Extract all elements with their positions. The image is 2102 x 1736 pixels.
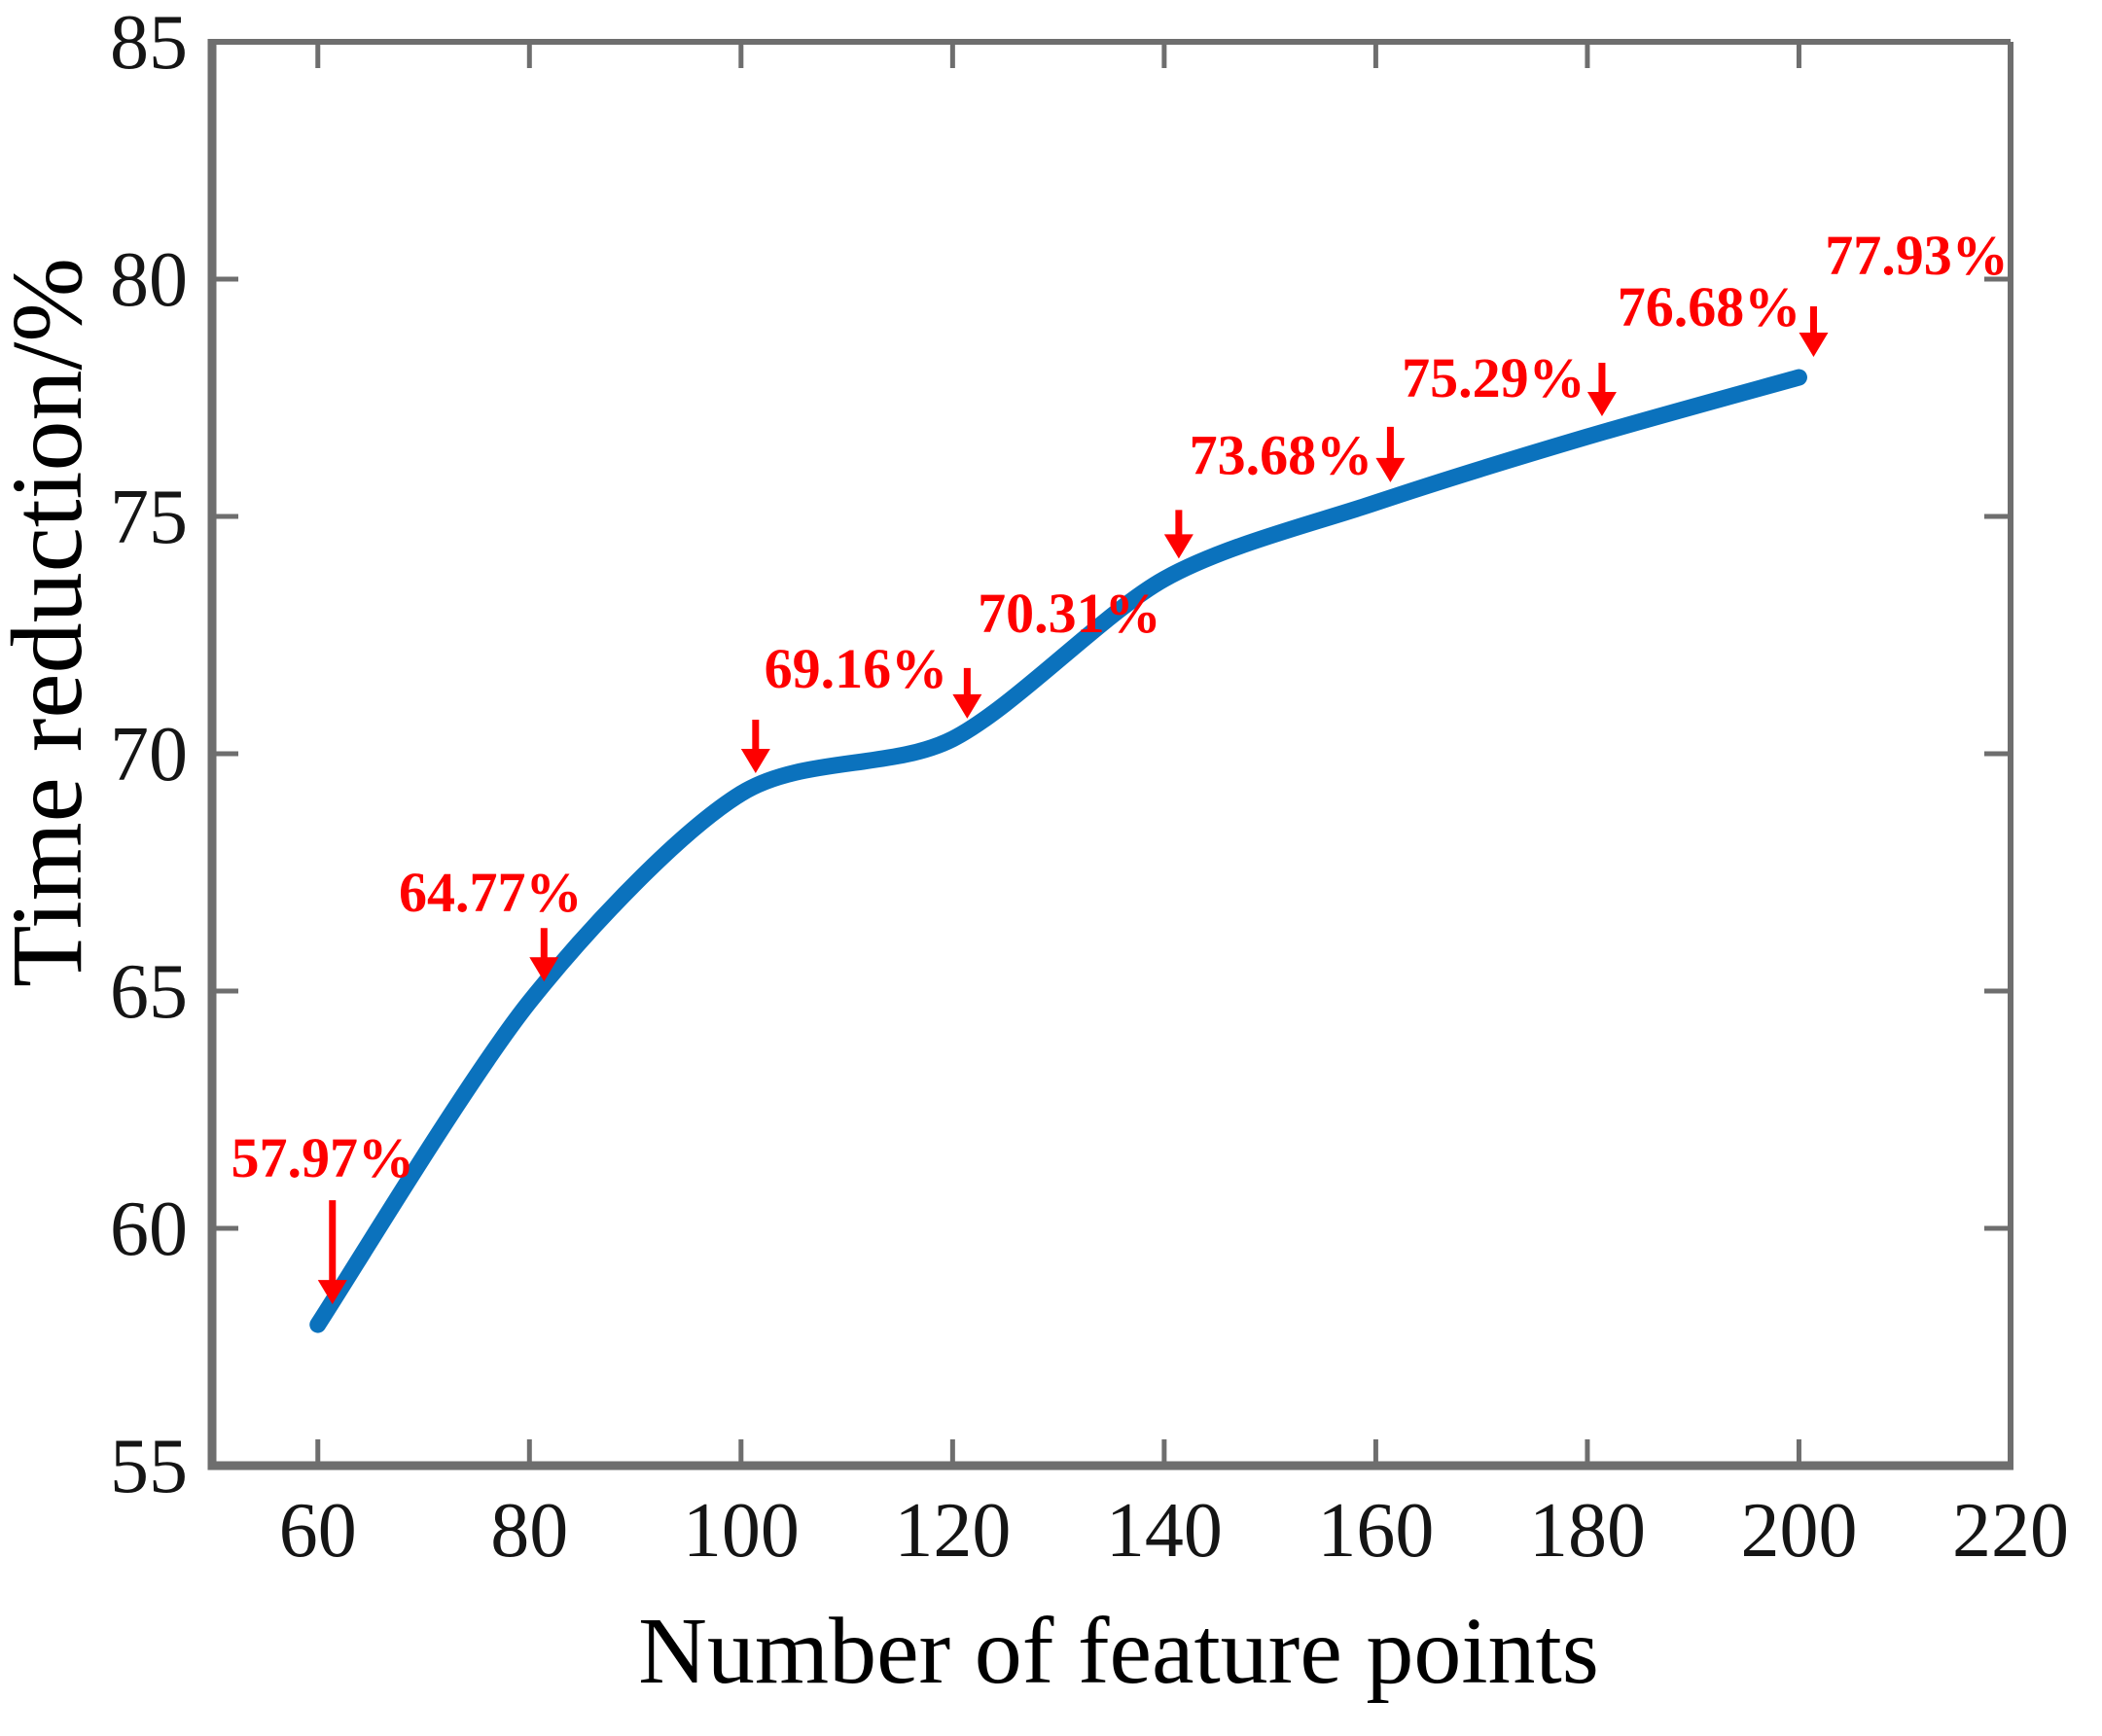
annotation-value-label: 64.77%	[399, 861, 583, 924]
down-arrow-head-icon	[1586, 392, 1617, 417]
x-tick-label: 200	[1740, 1488, 1857, 1574]
y-tick-label: 55	[110, 1424, 188, 1509]
y-axis-label: Time reduction/%	[0, 258, 103, 987]
x-axis-label: Number of feature points	[638, 1599, 1599, 1704]
y-tick-label: 85	[110, 0, 188, 86]
axis-ticks	[212, 39, 2013, 1469]
x-tick-label: 140	[1106, 1488, 1223, 1574]
annotation-value-label: 69.16%	[765, 637, 948, 700]
x-tick-label: 160	[1317, 1488, 1434, 1574]
plot-spines	[207, 39, 2013, 1470]
down-arrow-head-icon	[1375, 457, 1406, 482]
annotation: 77.93%	[1799, 224, 2009, 358]
annotation-value-label: 77.93%	[1825, 224, 2009, 287]
down-arrow-head-icon	[529, 957, 559, 982]
down-arrow-head-icon	[317, 1280, 347, 1305]
x-tick-label: 220	[1952, 1488, 2069, 1574]
x-tick-label: 100	[683, 1488, 800, 1574]
time-reduction-line	[309, 369, 1807, 1333]
y-tick-label: 80	[110, 237, 188, 323]
annotation: 57.97%	[232, 1126, 415, 1305]
y-tick-label: 60	[110, 1187, 188, 1272]
y-tick-label: 65	[110, 949, 188, 1035]
annotation: 69.16%	[740, 637, 948, 773]
point-annotations: 57.97% 64.77% 69.16% 70.31% 73.68% 75.29% 76.6…	[232, 224, 2009, 1305]
down-arrow-head-icon	[1799, 333, 1829, 358]
annotation-value-label: 73.68%	[1190, 423, 1373, 486]
annotation-value-label: 76.68%	[1618, 275, 1801, 338]
annotation: 75.29%	[1375, 346, 1585, 482]
x-tick-label: 80	[490, 1488, 568, 1574]
annotation-value-label: 57.97%	[232, 1126, 415, 1189]
axis-tick-labels: 60 80 100 120 140 160 180 200 220 55 60 65 70 75 80 85	[110, 0, 2069, 1574]
x-tick-label: 120	[894, 1488, 1011, 1574]
down-arrow-head-icon	[1163, 534, 1194, 559]
annotation: 70.31%	[952, 582, 1161, 719]
annotation-value-label: 75.29%	[1402, 346, 1585, 409]
down-arrow-head-icon	[952, 693, 982, 719]
down-arrow-head-icon	[740, 748, 770, 773]
y-tick-label: 75	[110, 475, 188, 560]
x-tick-label: 60	[279, 1488, 357, 1574]
data-series	[309, 369, 1807, 1333]
annotation: 76.68%	[1586, 275, 1801, 417]
annotation: 64.77%	[399, 861, 583, 982]
annotation: 73.68%	[1163, 423, 1373, 559]
annotation-value-label: 70.31%	[978, 582, 1161, 645]
x-tick-label: 180	[1529, 1488, 1646, 1574]
y-tick-label: 70	[110, 712, 188, 797]
